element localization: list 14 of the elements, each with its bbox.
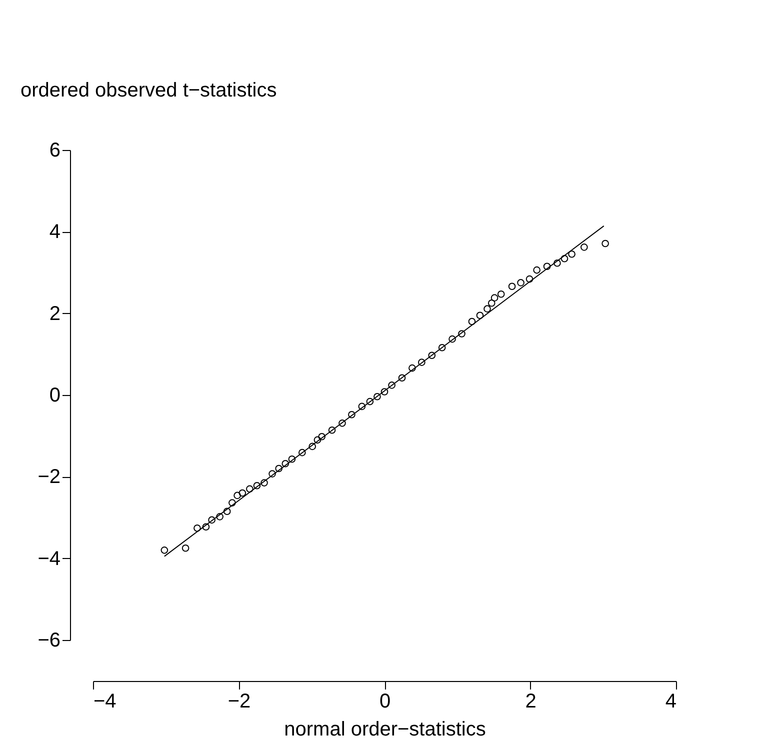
x-tick-label: 0: [379, 690, 391, 712]
y-tick-label: 0: [49, 384, 60, 406]
y-tick-label: 2: [49, 302, 60, 325]
y-tick-label: −2: [38, 466, 60, 488]
y-tick-label: −6: [38, 630, 60, 652]
x-axis-title: normal order−statistics: [284, 718, 486, 740]
y-axis-title: ordered observed t−statistics: [20, 80, 277, 102]
y-tick-label: 4: [49, 221, 60, 244]
x-tick-label: 2: [525, 690, 536, 712]
x-tick-label: −4: [94, 690, 116, 712]
y-tick-label: −4: [38, 548, 60, 570]
x-tick-label: −2: [228, 690, 251, 712]
x-tick-label: 4: [665, 690, 676, 712]
y-tick-label: 6: [49, 140, 60, 162]
